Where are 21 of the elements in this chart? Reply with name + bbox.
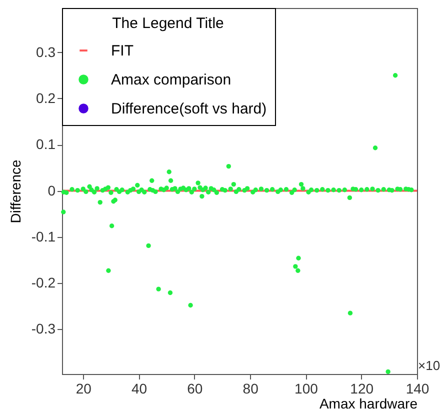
y-tick-label: 0 [48, 182, 56, 198]
legend-label: Difference(soft vs hard) [111, 100, 267, 118]
legend-title: The Legend Title [112, 15, 224, 32]
y-tick-label: 0.2 [36, 90, 56, 106]
y-tick-label: 0.1 [36, 136, 56, 152]
x-axis-title: Amax hardware [319, 396, 418, 412]
x-tick-label: 140 [406, 380, 430, 396]
x-tick-label: 120 [350, 380, 374, 396]
x-tick-label: 100 [294, 380, 318, 396]
x-tick-label: 20 [76, 380, 92, 396]
x-tick-label: 60 [187, 380, 203, 396]
y-tick-label: -0.3 [31, 320, 56, 337]
y-tick-label: 0.3 [36, 44, 56, 60]
text: ×10 [418, 358, 440, 373]
x-tick-label: 80 [242, 380, 259, 396]
y-tick-label: -0.1 [31, 228, 56, 244]
y-tick-label: -0.2 [31, 274, 56, 291]
y-axis-title: Difference [7, 160, 24, 224]
legend-label: Amax comparison [111, 72, 232, 88]
x-tick-label: 40 [132, 380, 148, 396]
legend-label: FIT [111, 42, 134, 60]
